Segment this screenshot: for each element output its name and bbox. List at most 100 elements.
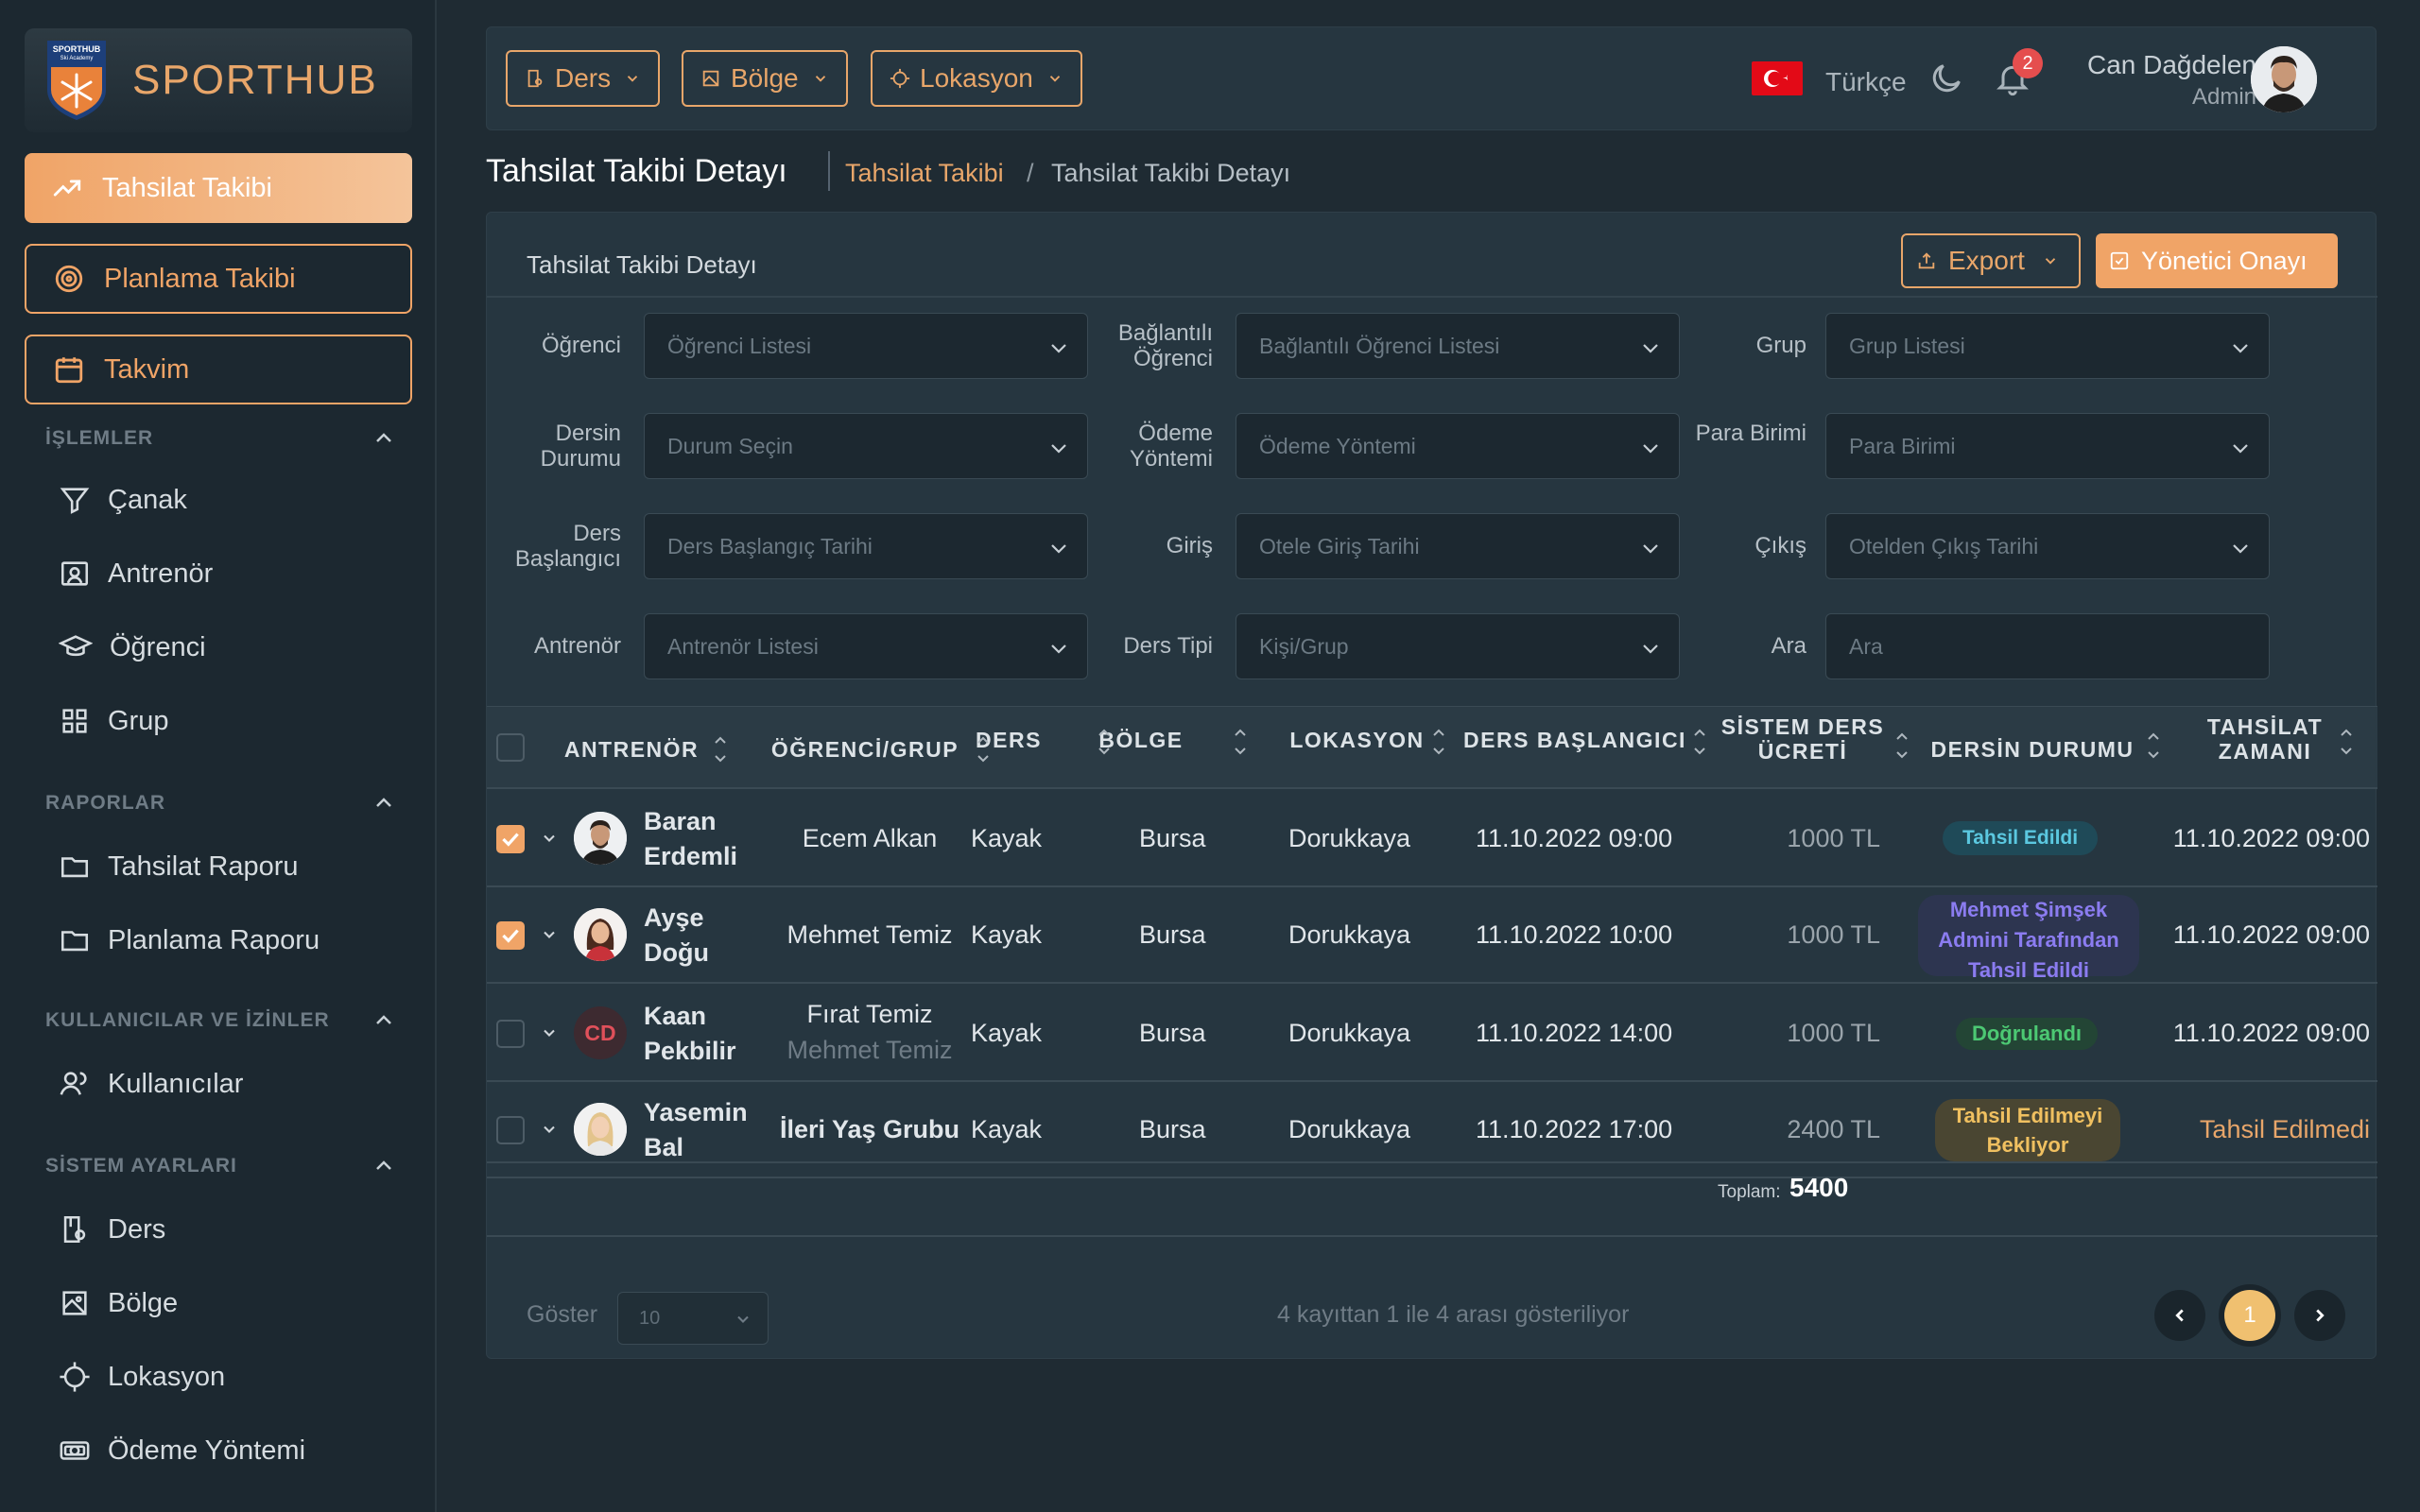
- filter-select[interactable]: Para Birimi: [1825, 413, 2270, 479]
- student-name[interactable]: İleri Yaş Grubu: [779, 1115, 960, 1143]
- page-1-button[interactable]: 1: [2224, 1290, 2275, 1341]
- sporthub-logo: SPORTHUB Ski Academy: [43, 39, 110, 122]
- user-avatar[interactable]: [2251, 46, 2317, 112]
- filter-select[interactable]: Kişi/Grup: [1236, 613, 1680, 679]
- table-row[interactable]: CD Kaan Pekbilir Fırat Temiz Mehmet Temiz Ka…: [487, 986, 2377, 1082]
- nav-takvim[interactable]: Takvim: [25, 335, 412, 404]
- lokasyon-filter-button[interactable]: Lokasyon: [871, 50, 1082, 107]
- coach-avatar: [574, 812, 627, 865]
- row-checkbox[interactable]: [496, 1116, 525, 1144]
- user-role: Admin: [2191, 84, 2256, 110]
- th-lokasyon[interactable]: LOKASYON: [1289, 728, 1425, 752]
- sort-icon[interactable]: [1432, 726, 1445, 758]
- coach-name[interactable]: Baran Erdemli: [644, 807, 738, 870]
- turkey-flag-icon[interactable]: [1752, 61, 1803, 95]
- menu-canak[interactable]: Çanak: [59, 484, 187, 516]
- coach-name[interactable]: Kaan Pekbilir: [644, 1002, 736, 1065]
- language-label[interactable]: Türkçe: [1825, 67, 1907, 96]
- student-name[interactable]: Mehmet Temiz: [786, 920, 953, 949]
- filter-select[interactable]: Otele Giriş Tarihi: [1236, 513, 1680, 579]
- coach-name[interactable]: Ayşe Doğu: [644, 903, 709, 967]
- select-all-checkbox[interactable]: [496, 733, 525, 762]
- filter-select[interactable]: Öğrenci Listesi: [644, 313, 1088, 379]
- trending-up-icon: [53, 180, 81, 197]
- chevron-down-icon: [1643, 644, 1658, 654]
- filter-select[interactable]: Ders Başlangıç Tarihi: [644, 513, 1088, 579]
- next-page-button[interactable]: [2294, 1290, 2345, 1341]
- fee-cell: 2400 TL: [1787, 1115, 1880, 1143]
- menu-odeme-yontemi[interactable]: Ödeme Yöntemi: [59, 1435, 305, 1467]
- filter-select[interactable]: Antrenör Listesi: [644, 613, 1088, 679]
- row-checkbox[interactable]: [496, 921, 525, 950]
- menu-grup[interactable]: Grup: [59, 705, 168, 737]
- expand-chevron-icon[interactable]: [540, 1120, 559, 1139]
- filter-select[interactable]: Durum Seçin: [644, 413, 1088, 479]
- brand[interactable]: SPORTHUB Ski Academy SPORTHUB: [25, 28, 412, 132]
- table-row[interactable]: Baran Erdemli Ecem Alkan Kayak Bursa Dorukka…: [487, 791, 2377, 887]
- th-bolge[interactable]: BÖLGE: [1098, 728, 1184, 752]
- menu-bolge[interactable]: Bölge: [59, 1287, 178, 1319]
- row-checkbox[interactable]: [496, 825, 525, 853]
- approve-button[interactable]: Yönetici Onayı: [2096, 233, 2338, 288]
- sort-icon[interactable]: [1693, 726, 1706, 758]
- menu-ogrenci[interactable]: Öğrenci: [59, 631, 206, 663]
- map-icon: [62, 1291, 87, 1315]
- nav-tahsilat-takibi[interactable]: Tahsilat Takibi: [25, 153, 412, 223]
- expand-chevron-icon[interactable]: [540, 1023, 559, 1042]
- filter-select[interactable]: Ara: [1825, 613, 2270, 679]
- sort-icon[interactable]: [977, 733, 990, 765]
- table-row[interactable]: Ayşe Doğu Mehmet Temiz Kayak Bursa Dorukkaya…: [487, 887, 2377, 984]
- menu-planlama-raporu[interactable]: Planlama Raporu: [59, 924, 320, 956]
- th-ogrenci[interactable]: ÖĞRENCİ/GRUP: [770, 737, 959, 762]
- page-size-select[interactable]: 10: [617, 1292, 769, 1345]
- section-kullanicilar[interactable]: KULLANICILAR VE İZİNLER: [45, 1009, 395, 1032]
- nav-planlama-takibi[interactable]: Planlama Takibi: [25, 244, 412, 314]
- expand-chevron-icon[interactable]: [540, 925, 559, 944]
- sort-icon[interactable]: [1895, 730, 1909, 762]
- row-checkbox[interactable]: [496, 1020, 525, 1048]
- menu-antrenor[interactable]: Antrenör: [59, 558, 213, 590]
- th-dersin-durumu[interactable]: DERSİN DURUMU: [1930, 737, 2135, 762]
- nav-label: Takvim: [104, 353, 190, 385]
- export-button[interactable]: Export: [1901, 233, 2081, 288]
- prev-page-button[interactable]: [2154, 1290, 2205, 1341]
- sort-icon[interactable]: [1098, 726, 1111, 758]
- menu-lokasyon[interactable]: Lokasyon: [59, 1361, 225, 1393]
- breadcrumb-link[interactable]: Tahsilat Takibi: [845, 159, 1004, 187]
- menu-ders[interactable]: Ders: [59, 1213, 165, 1246]
- bolge-filter-button[interactable]: Bölge: [682, 50, 848, 107]
- th-ders[interactable]: DERS: [976, 728, 1042, 752]
- sort-icon[interactable]: [2340, 726, 2353, 758]
- collected-time-cell: 11.10.2022 09:00: [2172, 824, 2370, 852]
- location-cell: Dorukkaya: [1288, 824, 1411, 852]
- section-sistem-ayarlari[interactable]: SİSTEM AYARLARI: [45, 1155, 395, 1177]
- th-ders-baslangici[interactable]: DERS BAŞLANGICI: [1463, 728, 1686, 752]
- student-name[interactable]: Ecem Alkan: [802, 824, 938, 852]
- student-name[interactable]: Fırat Temiz: [806, 1000, 933, 1028]
- section-raporlar[interactable]: RAPORLAR: [45, 792, 395, 815]
- filter-select[interactable]: Otelden Çıkış Tarihi: [1825, 513, 2270, 579]
- student-name-secondary[interactable]: Mehmet Temiz: [786, 1036, 953, 1064]
- menu-tahsilat-raporu[interactable]: Tahsilat Raporu: [59, 850, 299, 883]
- section-islemler[interactable]: İŞLEMLER: [45, 427, 395, 450]
- table-row[interactable]: Yasemin Bal İleri Yaş Grubu Kayak Bursa Doru…: [487, 1082, 2377, 1178]
- th-sistem-ders-ucreti[interactable]: SİSTEM DERS ÜCRETİ: [1720, 714, 1885, 764]
- filter-select[interactable]: Bağlantılı Öğrenci Listesi: [1236, 313, 1680, 379]
- th-tahsilat-zamani[interactable]: TAHSİLAT ZAMANI: [2206, 714, 2324, 764]
- filter-select[interactable]: Ödeme Yöntemi: [1236, 413, 1680, 479]
- ders-filter-button[interactable]: Ders: [506, 50, 661, 107]
- sort-icon[interactable]: [714, 733, 727, 765]
- filter-label: Para Birimi: [1695, 421, 1806, 446]
- th-antrenor[interactable]: ANTRENÖR: [563, 737, 700, 762]
- filter-select[interactable]: Grup Listesi: [1825, 313, 2270, 379]
- user-name[interactable]: Can Dağdelen: [2086, 50, 2256, 79]
- sort-icon[interactable]: [2147, 730, 2160, 762]
- sort-icon[interactable]: [1234, 726, 1247, 758]
- chevron-down-icon: [1051, 544, 1066, 554]
- record-info: 4 kayıttan 1 ile 4 arası gösteriliyor: [1277, 1301, 1630, 1328]
- menu-kullanicilar[interactable]: Kullanıcılar: [59, 1068, 243, 1100]
- filter-placeholder: Durum Seçin: [667, 433, 793, 458]
- coach-name[interactable]: Yasemin Bal: [644, 1098, 748, 1161]
- moon-icon[interactable]: [1927, 60, 1965, 102]
- expand-chevron-icon[interactable]: [540, 829, 559, 848]
